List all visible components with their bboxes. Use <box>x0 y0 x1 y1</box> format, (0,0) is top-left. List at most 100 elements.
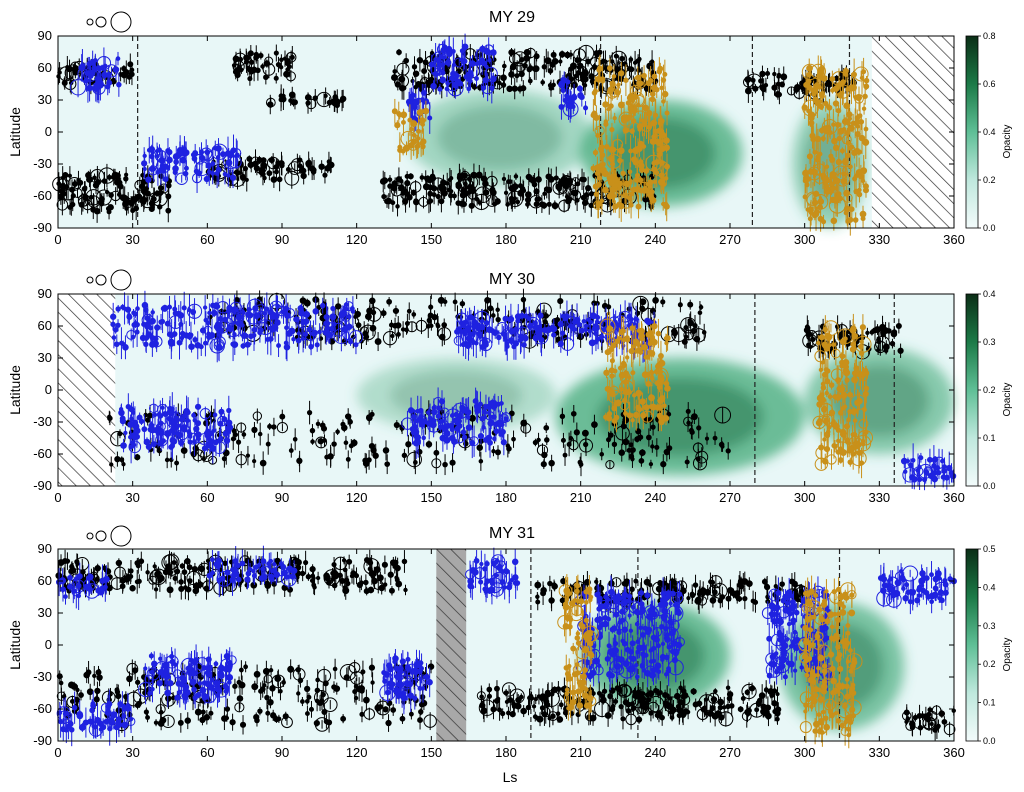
data-point <box>482 189 490 196</box>
data-point <box>412 70 420 77</box>
data-point <box>577 92 584 99</box>
data-point <box>504 344 510 349</box>
data-point <box>570 62 577 70</box>
data-point <box>184 417 190 424</box>
size-legend-large-circle <box>110 11 132 33</box>
data-point <box>643 168 650 174</box>
data-point <box>549 324 555 331</box>
data-point <box>858 119 865 125</box>
data-point <box>447 177 453 183</box>
data-point <box>280 309 287 315</box>
data-point <box>718 441 725 448</box>
data-point <box>157 185 164 191</box>
data-point <box>278 93 284 99</box>
data-point <box>560 77 566 83</box>
data-point <box>437 86 443 92</box>
data-point <box>474 76 479 81</box>
data-point <box>495 316 501 323</box>
data-point <box>683 325 689 331</box>
data-point <box>191 155 198 162</box>
y-tick-label: 60 <box>38 60 52 75</box>
data-point <box>560 413 565 419</box>
data-point <box>288 448 294 453</box>
data-point <box>617 147 625 155</box>
data-point <box>568 323 575 330</box>
data-point <box>814 82 820 88</box>
data-point <box>430 82 437 90</box>
data-point <box>67 173 72 178</box>
data-point <box>592 149 599 156</box>
data-point <box>548 459 555 467</box>
data-point <box>582 82 588 88</box>
data-point <box>134 179 146 191</box>
data-point <box>461 43 469 51</box>
data-point <box>610 161 616 167</box>
data-point <box>253 54 259 61</box>
data-point <box>245 311 252 318</box>
data-point <box>329 313 337 321</box>
data-point <box>847 116 853 121</box>
data-point <box>558 81 565 89</box>
data-point <box>528 176 535 183</box>
data-point <box>854 147 860 154</box>
data-point <box>574 57 581 64</box>
data-point <box>471 84 478 90</box>
data-point <box>88 194 94 200</box>
data-point <box>545 173 552 180</box>
data-point <box>132 196 139 203</box>
data-point <box>547 82 553 88</box>
data-point <box>566 196 573 202</box>
data-point <box>526 66 533 73</box>
data-point <box>780 73 788 81</box>
data-point <box>134 329 140 335</box>
data-point <box>517 183 523 189</box>
data-point <box>425 441 433 448</box>
data-point <box>632 147 640 155</box>
data-point <box>594 52 600 58</box>
data-point <box>654 170 660 176</box>
data-point <box>162 176 169 183</box>
data-point <box>442 461 448 468</box>
data-point <box>861 169 867 175</box>
opacity-core-1 <box>437 105 562 170</box>
data-point <box>474 197 480 202</box>
data-point <box>338 310 346 317</box>
data-point <box>121 462 126 467</box>
data-point <box>409 94 415 100</box>
data-point <box>541 64 547 70</box>
data-point <box>243 54 250 61</box>
data-point <box>558 51 566 58</box>
data-point <box>615 75 621 82</box>
data-point <box>599 152 606 158</box>
data-point <box>473 340 479 346</box>
data-point <box>115 56 121 61</box>
data-point <box>802 177 809 184</box>
data-point <box>310 439 315 444</box>
data-point <box>543 425 550 431</box>
data-point <box>362 460 370 467</box>
data-point <box>542 191 547 196</box>
data-point <box>81 186 88 192</box>
data-point <box>115 306 121 312</box>
data-point <box>609 126 615 133</box>
data-point <box>225 159 233 167</box>
data-point <box>568 52 574 57</box>
data-point <box>322 172 328 178</box>
y-tick-label: 30 <box>38 92 52 107</box>
data-point <box>215 343 223 351</box>
data-point <box>416 56 424 64</box>
data-point <box>849 206 855 212</box>
data-point <box>422 59 429 66</box>
data-point <box>149 341 156 348</box>
data-point <box>628 178 633 184</box>
data-point <box>390 333 395 339</box>
data-point <box>422 107 430 115</box>
data-point <box>487 305 494 312</box>
data-point <box>276 176 283 183</box>
data-point <box>822 176 829 183</box>
data-point <box>750 77 756 83</box>
data-point <box>239 173 246 180</box>
data-point <box>859 210 867 218</box>
data-point <box>116 81 122 88</box>
data-point <box>312 308 319 315</box>
